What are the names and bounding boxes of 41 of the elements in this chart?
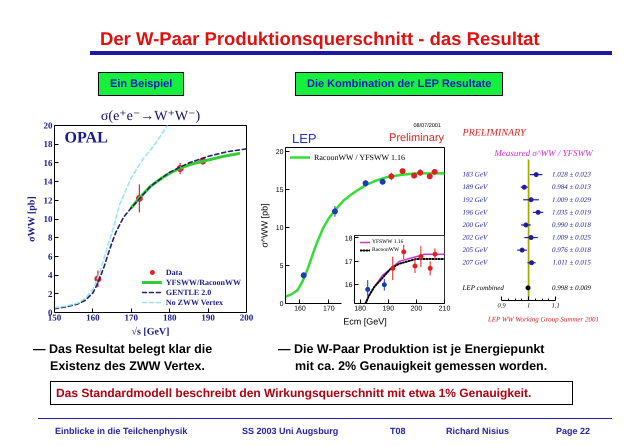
annotation: OPAL	[64, 130, 108, 146]
text: Einblicke in die Teilchenphysik	[55, 425, 188, 438]
x-tick-label: 160	[86, 312, 100, 322]
y-tick-label: 14	[44, 176, 53, 187]
y-axis-title: σWW [pb]	[26, 196, 38, 242]
chart-title: Measured σ^WW / YFSWW	[493, 148, 594, 158]
text: SS 2003 Uni Augsburg	[242, 425, 338, 438]
y-tick-label: 2	[48, 288, 53, 299]
y-tick-label: 10	[44, 214, 53, 224]
legend-label: RacoonWW / YFSWW 1.16	[314, 152, 405, 162]
text: Richard Nisius	[446, 425, 510, 438]
y-tick-label: 6	[48, 251, 53, 262]
x-tick-label: 200	[240, 312, 254, 322]
x-tick-label: 170	[124, 312, 139, 322]
y-tick-label: 12	[44, 195, 53, 206]
y-tick-label: 4	[48, 270, 53, 280]
text: — Die W-Paar Produktion ist je Energiepunkt mit ca. 2% Genauigkeit gemessen worden.	[278, 341, 548, 375]
y-tick-label: 20	[44, 120, 53, 130]
text: Die Kombination der LEP Resultate	[295, 72, 504, 96]
y-tick-label: 8	[48, 232, 53, 243]
y-tick-label: 16	[44, 158, 53, 168]
text: — Das Resultat belegt klar die Existenz des ZWW Vertex.	[33, 341, 214, 375]
legend-label: Data	[166, 267, 184, 277]
text: LEP	[292, 130, 317, 148]
x-axis-title: √s [GeV]	[132, 326, 170, 338]
legend-label: GENTLE 2.0	[166, 287, 212, 297]
y-axis-title: σ^WW [pb]	[260, 203, 270, 248]
x-tick-label: 180	[162, 312, 177, 322]
legend-label: YFSWW/RacoonWW	[166, 277, 241, 287]
x-tick-label: 190	[201, 312, 216, 322]
y-tick-label: 18	[44, 139, 53, 150]
text: Ein Beispiel	[98, 72, 184, 96]
text: PRELIMINARY	[462, 128, 528, 138]
chart-title: σ(e⁺e⁻→W⁺W⁻)	[100, 109, 200, 124]
text: Page 22	[556, 425, 590, 438]
text: Preliminary	[388, 131, 444, 146]
text: Der W-Paar Produktionsquerschnitt - das Resultat	[100, 27, 540, 51]
text: Das Standardmodell beschreibt den Wirkungsquerschnitt mit etwa 1% Genauigkeit.	[50, 381, 573, 405]
x-axis-title: Ecm [GeV]	[343, 316, 387, 326]
text: T08	[390, 425, 406, 438]
legend-label: No ZWW Vertex	[166, 297, 224, 307]
